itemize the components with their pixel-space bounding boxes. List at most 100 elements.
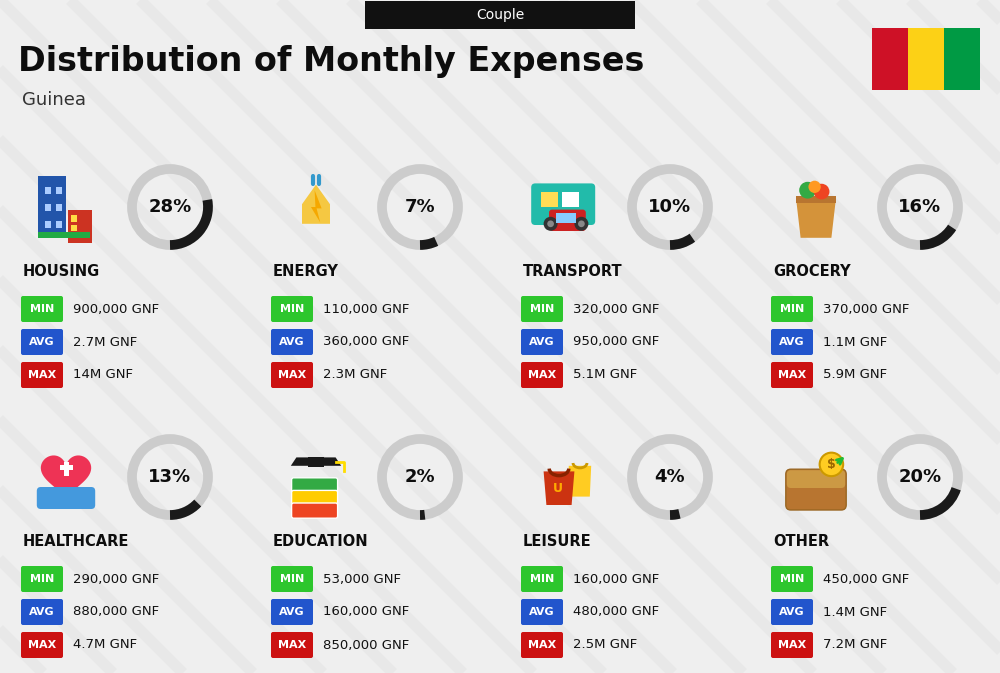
Text: ENERGY: ENERGY — [273, 264, 339, 279]
Bar — [45, 221, 51, 228]
Text: 2%: 2% — [405, 468, 435, 486]
FancyBboxPatch shape — [271, 296, 313, 322]
Text: 2.7M GNF: 2.7M GNF — [73, 336, 137, 349]
Text: TRANSPORT: TRANSPORT — [523, 264, 623, 279]
Text: MIN: MIN — [280, 304, 304, 314]
Text: 160,000 GNF: 160,000 GNF — [323, 606, 409, 618]
Text: 53,000 GNF: 53,000 GNF — [323, 573, 401, 586]
FancyBboxPatch shape — [787, 470, 845, 488]
Text: MAX: MAX — [528, 640, 556, 650]
FancyBboxPatch shape — [21, 329, 63, 355]
FancyBboxPatch shape — [21, 632, 63, 658]
Text: 2.5M GNF: 2.5M GNF — [573, 639, 637, 651]
Polygon shape — [41, 456, 91, 501]
Bar — [796, 197, 836, 203]
Bar — [71, 225, 77, 232]
Text: OTHER: OTHER — [773, 534, 829, 549]
Text: EDUCATION: EDUCATION — [273, 534, 369, 549]
Circle shape — [814, 184, 829, 199]
Text: MAX: MAX — [28, 370, 56, 380]
Polygon shape — [796, 201, 836, 238]
FancyBboxPatch shape — [21, 362, 63, 388]
Text: HOUSING: HOUSING — [23, 264, 100, 279]
Text: AVG: AVG — [279, 607, 305, 617]
Bar — [56, 221, 62, 228]
FancyBboxPatch shape — [21, 566, 63, 592]
FancyBboxPatch shape — [771, 329, 813, 355]
Text: 290,000 GNF: 290,000 GNF — [73, 573, 159, 586]
Text: $: $ — [827, 458, 836, 471]
Text: 5.1M GNF: 5.1M GNF — [573, 369, 637, 382]
Bar — [38, 232, 90, 238]
Text: 5.9M GNF: 5.9M GNF — [823, 369, 887, 382]
Text: 13%: 13% — [148, 468, 192, 486]
Bar — [64, 462, 69, 476]
Bar — [56, 204, 62, 211]
FancyBboxPatch shape — [771, 632, 813, 658]
Bar — [556, 213, 576, 223]
Bar — [562, 192, 579, 207]
Text: 850,000 GNF: 850,000 GNF — [323, 639, 409, 651]
Text: Couple: Couple — [476, 9, 524, 22]
Text: 370,000 GNF: 370,000 GNF — [823, 302, 909, 316]
Text: 16%: 16% — [898, 198, 942, 216]
Circle shape — [547, 221, 554, 227]
FancyBboxPatch shape — [292, 478, 338, 493]
Text: AVG: AVG — [279, 337, 305, 347]
Text: MAX: MAX — [528, 370, 556, 380]
FancyBboxPatch shape — [786, 469, 846, 510]
FancyBboxPatch shape — [37, 487, 95, 509]
Text: 20%: 20% — [898, 468, 942, 486]
Text: MIN: MIN — [530, 304, 554, 314]
FancyBboxPatch shape — [771, 362, 813, 388]
Polygon shape — [302, 184, 330, 224]
FancyBboxPatch shape — [292, 503, 338, 518]
Bar — [71, 215, 77, 221]
Bar — [45, 204, 51, 211]
Bar — [872, 28, 908, 90]
Text: MAX: MAX — [28, 640, 56, 650]
Text: MAX: MAX — [778, 370, 806, 380]
Text: MIN: MIN — [280, 574, 304, 584]
Text: AVG: AVG — [29, 337, 55, 347]
Text: LEISURE: LEISURE — [523, 534, 592, 549]
Text: 320,000 GNF: 320,000 GNF — [573, 302, 659, 316]
Text: 10%: 10% — [648, 198, 692, 216]
FancyBboxPatch shape — [521, 296, 563, 322]
FancyBboxPatch shape — [271, 632, 313, 658]
Bar — [68, 210, 92, 244]
Text: AVG: AVG — [779, 607, 805, 617]
FancyBboxPatch shape — [771, 296, 813, 322]
Circle shape — [578, 221, 585, 227]
Bar — [541, 192, 558, 207]
Text: AVG: AVG — [779, 337, 805, 347]
FancyBboxPatch shape — [771, 599, 813, 625]
FancyBboxPatch shape — [771, 566, 813, 592]
Text: MIN: MIN — [530, 574, 554, 584]
Text: 1.1M GNF: 1.1M GNF — [823, 336, 887, 349]
Text: 1.4M GNF: 1.4M GNF — [823, 606, 887, 618]
Text: 4%: 4% — [655, 468, 685, 486]
Text: HEALTHCARE: HEALTHCARE — [23, 534, 129, 549]
Text: MAX: MAX — [278, 370, 306, 380]
Circle shape — [799, 182, 816, 199]
FancyBboxPatch shape — [521, 599, 563, 625]
Text: 360,000 GNF: 360,000 GNF — [323, 336, 409, 349]
Text: AVG: AVG — [29, 607, 55, 617]
Text: MIN: MIN — [30, 574, 54, 584]
Bar — [908, 28, 944, 90]
FancyBboxPatch shape — [521, 362, 563, 388]
Text: Guinea: Guinea — [22, 91, 86, 109]
Circle shape — [544, 217, 558, 231]
FancyBboxPatch shape — [271, 566, 313, 592]
Polygon shape — [311, 190, 322, 222]
FancyBboxPatch shape — [271, 362, 313, 388]
Text: 480,000 GNF: 480,000 GNF — [573, 606, 659, 618]
Text: MIN: MIN — [30, 304, 54, 314]
Text: Distribution of Monthly Expenses: Distribution of Monthly Expenses — [18, 46, 644, 79]
Bar — [944, 28, 980, 90]
FancyBboxPatch shape — [531, 184, 595, 225]
Text: 14M GNF: 14M GNF — [73, 369, 133, 382]
Text: 7.2M GNF: 7.2M GNF — [823, 639, 887, 651]
Polygon shape — [291, 458, 341, 466]
